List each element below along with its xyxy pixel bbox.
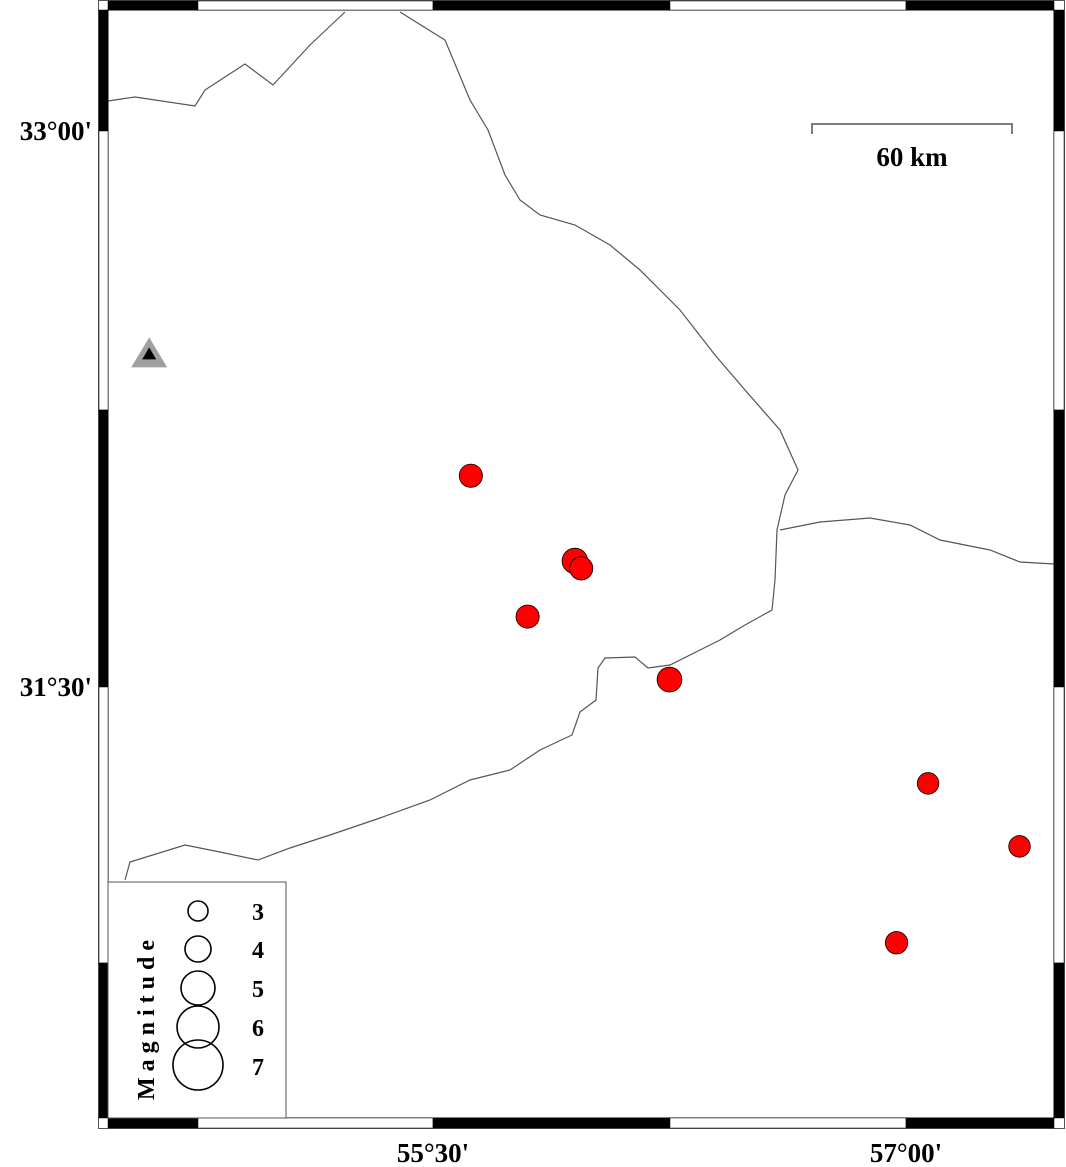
legend-title: Magnitude xyxy=(134,934,160,1100)
frame-segment xyxy=(669,0,907,11)
frame-segment xyxy=(197,1117,434,1129)
y-tick-label: 33°00' xyxy=(20,116,92,146)
x-tick-label: 57°00' xyxy=(870,1138,942,1167)
legend-circle xyxy=(184,935,212,963)
scale-bar: 60 km xyxy=(811,123,1013,172)
frame-segment xyxy=(197,0,434,11)
earthquake-events xyxy=(458,463,1031,955)
earthquake-event xyxy=(569,556,594,581)
earthquake-event xyxy=(515,604,540,629)
frame-segment xyxy=(107,1117,199,1129)
frame-segment xyxy=(1053,686,1065,964)
y-tick-label: 31°30' xyxy=(20,672,92,702)
frame-segment xyxy=(1053,9,1065,132)
frame-segment xyxy=(1053,409,1065,688)
frame-segment xyxy=(107,0,199,11)
x-tick-label: 55°30' xyxy=(397,1138,469,1167)
frame-segment xyxy=(1053,962,1065,1119)
earthquake-event xyxy=(884,931,909,955)
frame-segment xyxy=(905,1117,1055,1129)
frame-segment xyxy=(432,1117,671,1129)
earthquake-event xyxy=(458,463,483,488)
frame-segment xyxy=(98,130,109,411)
frame-segment xyxy=(432,0,671,11)
map-frame xyxy=(98,0,1065,1129)
frame-segment xyxy=(905,0,1055,11)
legend-label: 5 xyxy=(252,977,264,1003)
boundary-line xyxy=(779,517,1055,565)
magnitude-legend: Magnitude 3 4 5 6 7 xyxy=(107,881,287,1119)
earthquake-event xyxy=(916,772,940,795)
boundary-line xyxy=(107,11,346,107)
frame-segment xyxy=(98,9,109,132)
frame-segment xyxy=(98,686,109,964)
earthquake-event xyxy=(1008,835,1031,858)
frame-segment xyxy=(1053,130,1065,411)
station-triangle-icon xyxy=(131,337,168,368)
legend-circle xyxy=(172,1039,224,1091)
legend-label: 3 xyxy=(252,900,264,926)
axis-labels: 55°30' 57°00' 33°00' 31°30' xyxy=(20,116,942,1167)
earthquake-event xyxy=(656,666,683,693)
scale-bar-label: 60 km xyxy=(876,142,948,172)
legend-circle xyxy=(187,900,209,922)
frame-segment xyxy=(98,409,109,688)
legend-label: 4 xyxy=(252,938,264,964)
legend-label: 6 xyxy=(252,1016,264,1042)
legend-circle xyxy=(176,1005,220,1049)
legend-circle xyxy=(180,970,216,1006)
frame-segment xyxy=(98,962,109,1119)
frame-outer xyxy=(98,0,1065,1129)
boundary-line xyxy=(124,11,799,881)
legend-label: 7 xyxy=(252,1055,264,1081)
station-triangle-inner xyxy=(142,347,157,360)
province-boundaries xyxy=(107,11,1055,881)
frame-segment xyxy=(669,1117,907,1129)
